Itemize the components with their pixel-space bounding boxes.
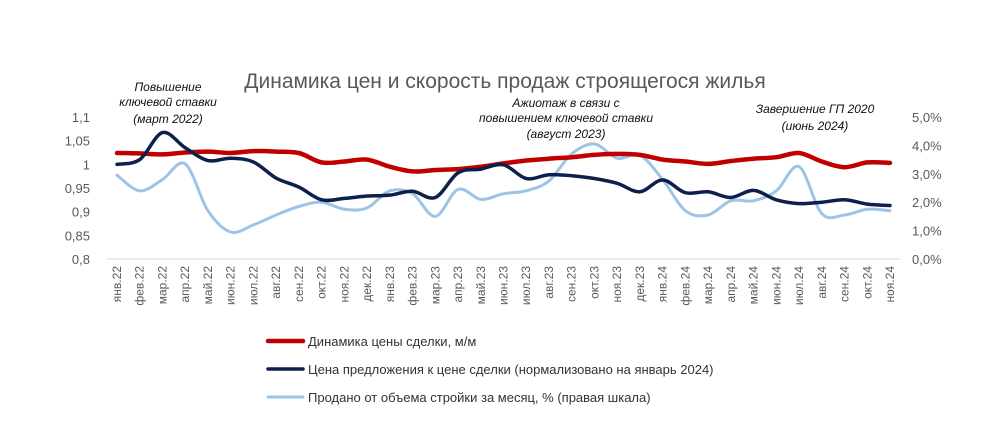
annotation-line: (июнь 2024)	[782, 119, 849, 133]
x-tick-label: апр.24	[724, 266, 738, 303]
annotation-line: Ажиотаж в связи с	[511, 96, 619, 110]
x-tick-label: апр.23	[451, 266, 465, 303]
legend-label: Продано от объема стройки за месяц, % (п…	[308, 390, 651, 405]
series-line-sold-share-right-axis	[115, 142, 892, 234]
annotation-gp2020-end: Завершение ГП 2020 (июнь 2024)	[756, 102, 875, 133]
x-tick-label: сен.22	[292, 266, 306, 302]
x-tick-label: окт.23	[587, 266, 601, 299]
right-tick-label: 5,0%	[912, 110, 942, 125]
x-tick-label: сен.24	[838, 266, 852, 302]
left-tick-label: 1,1	[72, 110, 90, 125]
x-tick-label: мар.22	[155, 266, 169, 305]
legend-label: Цена предложения к цене сделки (нормализ…	[308, 362, 714, 377]
x-tick-label: янв.22	[110, 266, 124, 303]
x-tick-label: окт.24	[860, 266, 874, 299]
x-tick-label: ноя.24	[883, 266, 897, 303]
x-tick-label: дек.23	[633, 266, 647, 302]
x-tick-label: янв.24	[656, 266, 670, 303]
annotation-line: (март 2022)	[133, 112, 203, 126]
right-tick-label: 4,0%	[912, 138, 942, 153]
x-tick-label: май.23	[474, 266, 488, 305]
x-tick-label: янв.23	[383, 266, 397, 303]
x-tick-label: июл.24	[792, 266, 806, 305]
x-tick-label: апр.22	[178, 266, 192, 303]
x-tick-label: ноя.23	[610, 266, 624, 303]
left-axis: 0,8 0,85 0,9 0,95 1 1,05 1,1	[65, 110, 90, 267]
legend-item: Динамика цены сделки, м/м	[265, 334, 476, 349]
x-tick-label: май.24	[747, 266, 761, 305]
right-tick-label: 1,0%	[912, 224, 942, 239]
right-tick-label: 3,0%	[912, 167, 942, 182]
annotation-line: Завершение ГП 2020	[756, 102, 875, 116]
x-tick-label: май.22	[201, 266, 215, 305]
annotation-line: повышением ключевой ставки	[479, 111, 653, 125]
x-tick-label: окт.22	[315, 266, 329, 299]
chart-title: Динамика цен и скорость продаж строящего…	[244, 70, 765, 93]
right-tick-label: 2,0%	[912, 195, 942, 210]
series-layer	[114, 130, 893, 234]
legend-item: Продано от объема стройки за месяц, % (п…	[266, 390, 651, 405]
annotation-line: ключевой ставки	[119, 95, 217, 109]
x-tick-label: мар.24	[701, 266, 715, 305]
x-tick-label: сен.23	[565, 266, 579, 302]
right-tick-label: 0,0%	[912, 252, 942, 267]
legend-item: Цена предложения к цене сделки (нормализ…	[266, 362, 714, 377]
legend: Динамика цены сделки, м/м Цена предложени…	[265, 334, 714, 405]
annotation-rush-demand: Ажиотаж в связи с повышением ключевой ст…	[479, 96, 653, 141]
right-axis: 0,0% 1,0% 2,0% 3,0% 4,0% 5,0%	[912, 110, 942, 267]
x-tick-label: июл.22	[246, 266, 260, 305]
x-tick-label: фев.23	[406, 266, 420, 306]
x-tick-label: авг.24	[815, 266, 829, 299]
x-tick-label: дек.22	[360, 266, 374, 302]
x-tick-label: авг.22	[269, 266, 283, 299]
left-tick-label: 1	[83, 157, 90, 172]
x-tick-label: авг.23	[542, 266, 556, 299]
left-tick-label: 1,05	[65, 134, 90, 149]
x-tick-label: мар.23	[428, 266, 442, 305]
x-tick-label: фев.22	[133, 266, 147, 306]
left-tick-label: 0,85	[65, 228, 90, 243]
legend-label: Динамика цены сделки, м/м	[308, 334, 476, 349]
left-tick-label: 0,95	[65, 181, 90, 196]
series-line-deal-price-mom	[114, 148, 893, 174]
x-axis: янв.22 фев.22 мар.22 апр.22 май.22 июн.22 июл.…	[110, 266, 897, 306]
x-tick-label: июл.23	[519, 266, 533, 305]
x-tick-label: ноя.22	[337, 266, 351, 303]
left-tick-label: 0,8	[72, 252, 90, 267]
annotation-key-rate-hike: Повышение ключевой ставки (март 2022)	[119, 80, 217, 126]
annotation-line: (август 2023)	[527, 127, 606, 141]
annotation-line: Повышение	[134, 80, 201, 94]
x-tick-label: июн.23	[497, 266, 511, 305]
x-tick-label: июн.22	[224, 266, 238, 305]
x-tick-label: июн.24	[769, 266, 783, 305]
left-tick-label: 0,9	[72, 205, 90, 220]
series-line-offer-to-deal-ratio	[115, 130, 892, 208]
x-tick-label: фев.24	[678, 266, 692, 306]
